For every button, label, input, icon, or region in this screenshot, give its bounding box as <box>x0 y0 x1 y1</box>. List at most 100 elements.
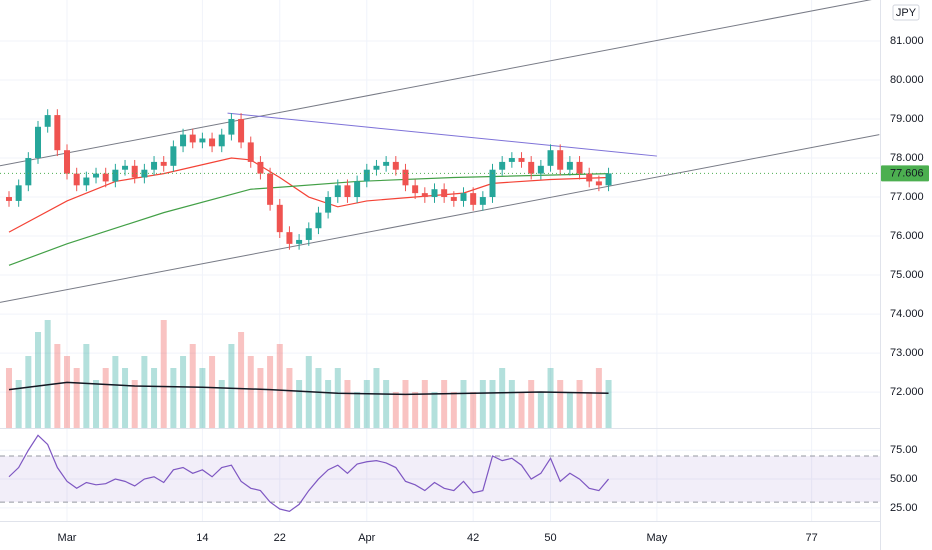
rsi-line <box>8 434 610 512</box>
volume-bar <box>15 380 22 428</box>
candle-body <box>344 185 351 198</box>
volume-bar <box>160 320 167 428</box>
volume-bar <box>470 392 477 428</box>
candle-body <box>35 126 42 159</box>
candle-body <box>276 204 283 233</box>
volume-bar <box>528 380 535 428</box>
volume-bar <box>499 368 506 428</box>
volume-bar <box>605 380 612 428</box>
grid <box>0 0 880 521</box>
volume-bar <box>363 380 370 428</box>
volume-bar <box>131 380 138 428</box>
candle-body <box>566 161 573 170</box>
volume-bar <box>83 344 90 428</box>
rsi-tick-label: 25.00 <box>890 502 918 514</box>
volume-bar <box>189 344 196 428</box>
currency-box[interactable] <box>892 4 920 21</box>
last-price-label: 77.606 <box>890 167 924 179</box>
trend-line <box>0 134 880 303</box>
candle-body <box>547 150 554 166</box>
candle-body <box>354 181 361 198</box>
candle-body <box>228 118 235 135</box>
y-tick-label: 76.000 <box>890 230 924 242</box>
candle-body <box>25 158 32 186</box>
trend-line <box>227 112 657 157</box>
volume-bar <box>286 368 293 428</box>
candle-body <box>122 165 129 170</box>
volume-bar <box>344 380 351 428</box>
candle-body <box>218 134 225 147</box>
volume-bar <box>228 344 235 428</box>
candle-body <box>373 165 380 170</box>
volume-bar <box>73 368 80 428</box>
rsi-tick-label: 75.00 <box>890 444 918 456</box>
currency-label: JPY <box>896 7 917 19</box>
y-tick-label: 75.000 <box>890 269 924 281</box>
y-tick-label: 79.000 <box>890 113 924 125</box>
volume-bar <box>354 392 361 428</box>
candle-body <box>73 173 80 186</box>
volume-bar <box>218 380 225 428</box>
candle-body <box>209 138 216 147</box>
y-tick-label: 72.000 <box>890 386 924 398</box>
volume-bar <box>44 320 51 428</box>
candle-body <box>518 158 525 162</box>
volume-bar <box>431 392 438 428</box>
volume-bar <box>441 380 448 428</box>
volume-bar <box>489 380 496 428</box>
moving-average-line <box>8 157 609 233</box>
volume-bar <box>595 368 602 428</box>
candle-body <box>112 169 119 182</box>
volume-bar <box>5 368 12 428</box>
candle-body <box>199 138 206 143</box>
volume-bar <box>421 380 428 428</box>
volume-bar <box>257 368 264 428</box>
volume-bar <box>170 368 177 428</box>
candle-body <box>102 173 109 182</box>
volume-bar <box>276 344 283 428</box>
candle-body <box>431 189 438 198</box>
volume-bar <box>334 368 341 428</box>
candle-body <box>170 146 177 166</box>
candle-body <box>470 193 477 205</box>
volume-bar <box>54 344 61 428</box>
volume-bar <box>247 356 254 428</box>
candle-body <box>151 161 158 170</box>
candle-body <box>537 165 544 174</box>
x-tick-label: 14 <box>196 532 208 544</box>
volume-bar <box>25 356 32 428</box>
x-tick-label: Apr <box>358 532 375 544</box>
candle-body <box>325 197 332 213</box>
candle-body <box>267 173 274 205</box>
volume-bar <box>296 380 303 428</box>
candle-body <box>595 181 602 186</box>
candle-body <box>557 150 564 170</box>
volume-bar <box>93 380 100 428</box>
candle-body <box>180 134 187 147</box>
candle-body <box>238 118 245 143</box>
x-tick-label: 42 <box>467 532 479 544</box>
x-tick-label: 22 <box>274 532 286 544</box>
volume-bar <box>566 392 573 428</box>
volume-bar <box>383 380 390 428</box>
rsi-tick-label: 50.00 <box>890 473 918 485</box>
y-tick-label: 73.000 <box>890 347 924 359</box>
volume-bar <box>267 356 274 428</box>
candle-body <box>189 134 196 143</box>
candle-body <box>363 169 370 182</box>
candle-body <box>460 193 467 201</box>
volume-bar <box>102 368 109 428</box>
volume-bar <box>557 380 564 428</box>
candle-body <box>305 228 312 240</box>
y-tick-label: 74.000 <box>890 308 924 320</box>
volume-bar <box>112 356 119 428</box>
volume-bar <box>576 380 583 428</box>
y-tick-label: 77.000 <box>890 191 924 203</box>
candle-body <box>392 161 399 170</box>
x-tick-label: May <box>647 532 668 544</box>
volume-bar <box>238 332 245 428</box>
candle-body <box>160 161 167 166</box>
candle-body <box>450 197 457 201</box>
volume-bar <box>518 392 525 428</box>
